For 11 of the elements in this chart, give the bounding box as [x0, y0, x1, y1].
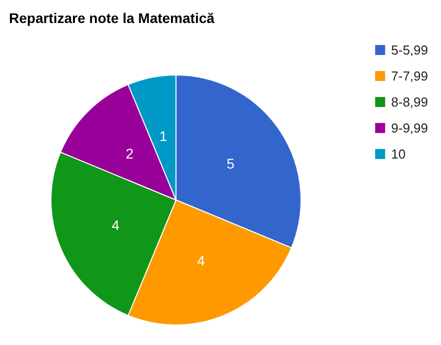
- legend-label: 7-7,99: [391, 68, 428, 84]
- legend-label: 8-8,99: [391, 94, 428, 110]
- data-label: 4: [197, 252, 206, 269]
- chart-title: Repartizare note la Matematică: [9, 10, 215, 26]
- data-label: 4: [112, 217, 120, 234]
- data-label: 1: [159, 128, 168, 144]
- legend-label: 10: [391, 146, 406, 162]
- data-label: 5: [226, 156, 235, 172]
- legend-label: 9-9,99: [391, 120, 428, 136]
- data-label: 2: [126, 146, 134, 162]
- legend-label: 5-5,99: [391, 42, 428, 58]
